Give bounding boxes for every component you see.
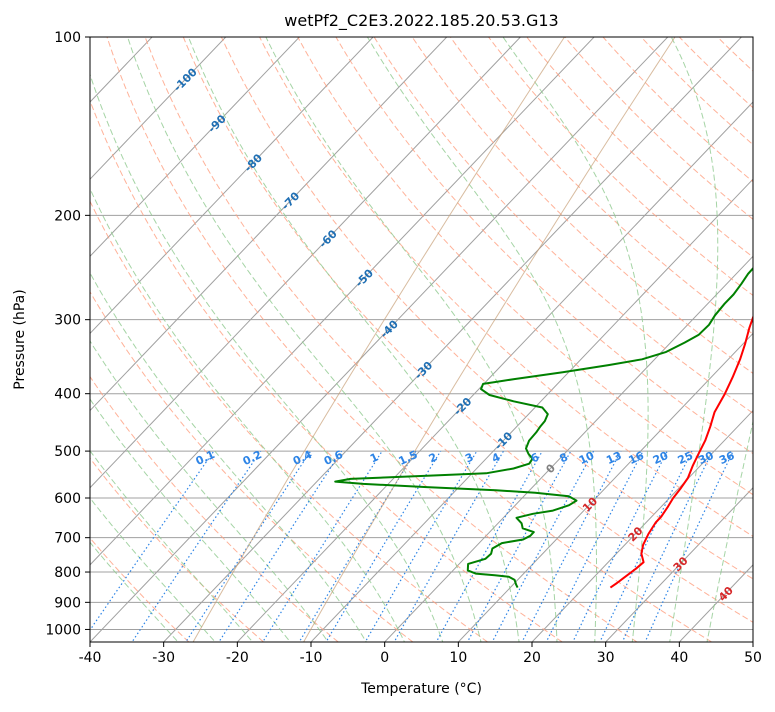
y-tick-label: 900	[54, 595, 81, 611]
mixing-ratio-line	[211, 451, 341, 654]
dry-adiabat-line	[260, 37, 775, 642]
mixing-ratio-line	[359, 451, 477, 654]
y-tick-label: 800	[54, 565, 81, 581]
mixing-ratio-line	[516, 451, 621, 654]
mixing-ratio-line	[388, 451, 504, 654]
y-tick-label: 400	[54, 387, 81, 403]
isotherm-line	[0, 10, 473, 654]
x-tick-label: -10	[300, 650, 323, 666]
y-tick-label: 500	[54, 444, 81, 460]
x-tick-label: 30	[597, 650, 615, 666]
moist-adiabat-line	[367, 37, 596, 654]
dry-adiabat-line	[489, 37, 775, 642]
y-tick-label: 100	[54, 30, 81, 46]
y-tick-label: 300	[54, 313, 81, 329]
x-axis-label: Temperature (°C)	[360, 681, 482, 697]
isotherm-line	[521, 10, 775, 654]
isotherm-line	[226, 10, 775, 654]
moist-adiabat-line	[0, 37, 336, 654]
x-tick-label: -40	[79, 650, 102, 666]
moist-adiabat-line	[188, 37, 520, 654]
isotherm-line	[742, 10, 775, 654]
x-tick-label: -30	[152, 650, 175, 666]
dry-adiabat-line	[0, 37, 189, 642]
mixing-ratio-label: 8	[558, 451, 570, 466]
x-tick-label: 10	[449, 650, 467, 666]
mixing-ratio-label: 13	[604, 449, 623, 467]
mixing-ratio-label: 1	[368, 451, 380, 466]
dewpoint-profile-line	[335, 37, 775, 588]
chart-title: wetPf2_C2E3.2022.185.20.53.G13	[284, 11, 558, 31]
x-tick-label: 50	[744, 650, 762, 666]
dry-adiabat-line	[450, 37, 775, 642]
dry-adiabat-line	[298, 37, 775, 642]
mixing-ratio-line	[617, 451, 712, 654]
mixing-ratio-line	[292, 451, 416, 654]
dry-adiabat-line	[145, 37, 712, 642]
moist-adiabat-line	[0, 37, 226, 654]
mixing-ratio-line	[594, 451, 692, 654]
y-tick-label: 600	[54, 491, 81, 507]
dry-adiabat-line	[527, 37, 775, 642]
isotherm-line	[300, 10, 775, 654]
y-tick-label: 200	[54, 208, 81, 224]
isotherm-line	[0, 10, 325, 654]
dry-adiabat-line	[31, 37, 488, 642]
moist-adiabat-line	[0, 37, 300, 654]
isotherm-label: -100	[171, 65, 200, 94]
x-tick-label: -20	[226, 650, 249, 666]
x-tick-label: 20	[523, 650, 541, 666]
y-tick-label: 700	[54, 531, 81, 547]
mixing-ratio-line	[430, 451, 542, 654]
temperature-profile-line	[610, 37, 775, 588]
mixing-ratio-label: 3	[463, 451, 475, 466]
y-tick-label: 1000	[45, 622, 81, 638]
moist-adiabat-line	[4, 37, 373, 654]
dry-adiabat-line	[412, 37, 775, 642]
y-axis-label: Pressure (hPa)	[12, 289, 28, 389]
isotherm-line	[152, 10, 767, 654]
mixing-ratio-line	[256, 451, 383, 654]
dry-adiabat-line	[756, 37, 775, 642]
x-tick-label: 40	[670, 650, 688, 666]
moist-adiabat-line	[0, 37, 189, 654]
moist-adiabat-line	[0, 37, 263, 654]
mixing-ratio-line	[486, 451, 593, 654]
isotherm-line	[447, 10, 775, 654]
isotherm-line	[373, 10, 775, 654]
moist-adiabat-line	[128, 37, 484, 654]
dry-adiabat-line	[641, 37, 775, 642]
isotherm-line	[5, 10, 620, 654]
dry-adiabat-line	[0, 37, 263, 642]
dry-adiabat-line	[336, 37, 775, 642]
dry-adiabat-line	[679, 37, 775, 642]
mixing-ratio-label: 2	[427, 451, 439, 466]
moist-adiabat-line	[503, 37, 648, 654]
x-tick-label: 0	[380, 650, 389, 666]
moist-adiabat-line	[38, 37, 410, 654]
plot-frame	[90, 37, 753, 642]
